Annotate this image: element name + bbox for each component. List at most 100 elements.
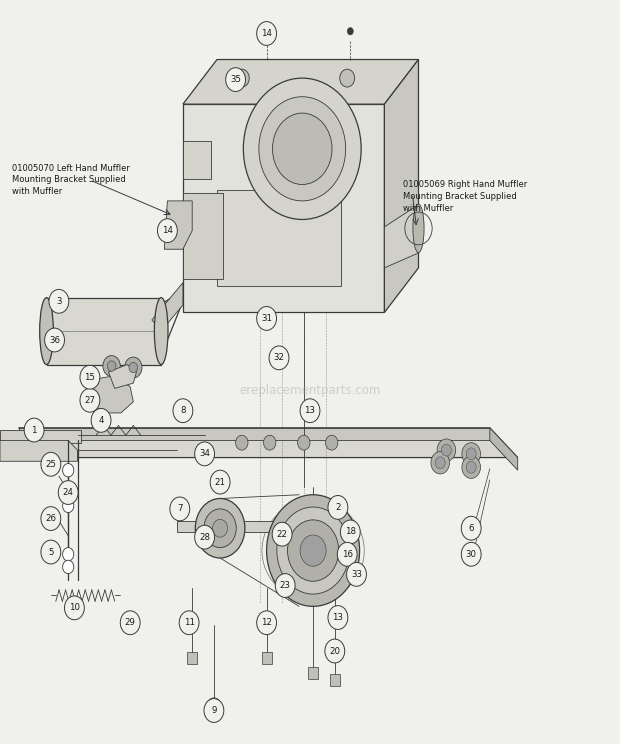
Text: 12: 12 <box>261 618 272 627</box>
Circle shape <box>340 520 360 544</box>
Circle shape <box>275 574 295 597</box>
Circle shape <box>41 540 61 564</box>
Circle shape <box>195 525 215 549</box>
Circle shape <box>206 698 221 716</box>
Circle shape <box>125 357 142 378</box>
Circle shape <box>243 78 361 219</box>
Circle shape <box>337 542 357 566</box>
Circle shape <box>103 356 120 376</box>
Text: 14: 14 <box>261 29 272 38</box>
Circle shape <box>236 435 248 450</box>
Circle shape <box>461 542 481 566</box>
Circle shape <box>264 26 270 33</box>
Polygon shape <box>384 60 418 312</box>
Circle shape <box>120 611 140 635</box>
Text: 16: 16 <box>342 550 353 559</box>
Polygon shape <box>164 201 192 249</box>
Text: 23: 23 <box>280 581 291 590</box>
Text: 26: 26 <box>45 514 56 523</box>
Circle shape <box>195 498 245 558</box>
Circle shape <box>300 399 320 423</box>
Text: 9: 9 <box>211 706 216 715</box>
Text: 4: 4 <box>99 416 104 425</box>
Text: 01005069 Right Hand Muffler
Mounting Bracket Supplied
with Muffler: 01005069 Right Hand Muffler Mounting Bra… <box>403 180 527 213</box>
Text: 5: 5 <box>48 548 53 557</box>
Polygon shape <box>92 376 133 413</box>
Circle shape <box>107 361 116 371</box>
Text: 20: 20 <box>329 647 340 655</box>
Circle shape <box>49 289 69 313</box>
Circle shape <box>277 507 350 594</box>
Text: 15: 15 <box>84 373 95 382</box>
Circle shape <box>259 97 346 201</box>
Circle shape <box>264 435 276 450</box>
Polygon shape <box>183 141 211 179</box>
Circle shape <box>213 519 228 537</box>
Polygon shape <box>183 60 418 104</box>
Circle shape <box>226 68 246 92</box>
Circle shape <box>80 388 100 412</box>
Ellipse shape <box>154 298 168 365</box>
Circle shape <box>466 461 476 473</box>
Circle shape <box>347 28 353 35</box>
Text: 18: 18 <box>345 527 356 536</box>
Text: 27: 27 <box>84 396 95 405</box>
Text: 7: 7 <box>177 504 182 513</box>
Text: 11: 11 <box>184 618 195 627</box>
Circle shape <box>173 399 193 423</box>
Text: 30: 30 <box>466 550 477 559</box>
Circle shape <box>431 452 450 474</box>
Circle shape <box>129 362 138 373</box>
Circle shape <box>441 444 451 456</box>
Circle shape <box>179 611 199 635</box>
Circle shape <box>466 448 476 460</box>
Circle shape <box>170 497 190 521</box>
Circle shape <box>63 560 74 574</box>
Polygon shape <box>152 283 183 331</box>
Polygon shape <box>108 365 136 388</box>
Circle shape <box>267 495 360 606</box>
Polygon shape <box>177 521 329 532</box>
Polygon shape <box>19 428 518 458</box>
Circle shape <box>195 442 215 466</box>
Text: 22: 22 <box>277 530 288 539</box>
Text: ereplacementparts.com: ereplacementparts.com <box>239 384 381 397</box>
Circle shape <box>272 522 292 546</box>
Text: 1: 1 <box>32 426 37 434</box>
Circle shape <box>462 443 480 465</box>
Text: 3: 3 <box>56 297 61 306</box>
Polygon shape <box>183 104 384 312</box>
Text: 01005070 Left Hand Muffler
Mounting Bracket Supplied
with Muffler: 01005070 Left Hand Muffler Mounting Brac… <box>12 164 130 196</box>
Bar <box>330 674 340 686</box>
Circle shape <box>326 435 338 450</box>
Text: 10: 10 <box>69 603 80 612</box>
Circle shape <box>204 509 236 548</box>
Bar <box>308 667 318 679</box>
Circle shape <box>24 418 44 442</box>
Polygon shape <box>0 440 78 461</box>
Circle shape <box>204 699 224 722</box>
Circle shape <box>157 219 177 243</box>
Polygon shape <box>183 193 223 279</box>
Circle shape <box>325 639 345 663</box>
Circle shape <box>257 307 277 330</box>
Circle shape <box>45 328 64 352</box>
Bar <box>262 652 272 664</box>
Text: 13: 13 <box>332 613 343 622</box>
Circle shape <box>340 69 355 87</box>
Circle shape <box>347 562 366 586</box>
Circle shape <box>461 516 481 540</box>
Text: 21: 21 <box>215 478 226 487</box>
Ellipse shape <box>413 205 424 253</box>
Circle shape <box>288 520 339 581</box>
Circle shape <box>437 439 456 461</box>
Text: 34: 34 <box>199 449 210 458</box>
Text: 36: 36 <box>49 336 60 344</box>
Text: 24: 24 <box>63 488 74 497</box>
Text: 29: 29 <box>125 618 136 627</box>
Circle shape <box>300 535 326 566</box>
Text: 32: 32 <box>273 353 285 362</box>
Text: 6: 6 <box>469 524 474 533</box>
Circle shape <box>41 452 61 476</box>
Circle shape <box>269 346 289 370</box>
